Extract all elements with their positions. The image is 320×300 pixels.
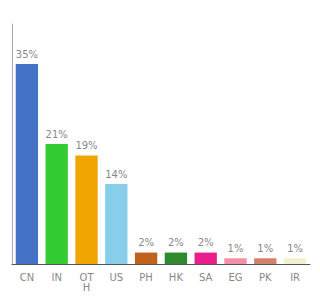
svg-text:PK: PK: [259, 272, 272, 283]
svg-text:EG: EG: [228, 272, 242, 283]
svg-text:SA: SA: [199, 272, 213, 283]
svg-text:1%: 1%: [228, 243, 244, 254]
svg-text:35%: 35%: [16, 49, 38, 60]
svg-text:2%: 2%: [138, 237, 154, 248]
svg-text:IR: IR: [290, 272, 300, 283]
svg-text:PH: PH: [139, 272, 153, 283]
svg-text:14%: 14%: [105, 169, 127, 180]
svg-text:1%: 1%: [257, 243, 273, 254]
svg-text:2%: 2%: [168, 237, 184, 248]
svg-text:21%: 21%: [46, 129, 68, 140]
svg-text:IN: IN: [51, 272, 61, 283]
svg-text:US: US: [109, 272, 123, 283]
svg-text:CN: CN: [20, 272, 34, 283]
svg-text:H: H: [83, 282, 91, 293]
svg-text:2%: 2%: [198, 237, 214, 248]
svg-text:OT: OT: [79, 271, 94, 283]
svg-text:HK: HK: [169, 272, 184, 283]
svg-text:19%: 19%: [75, 140, 97, 151]
svg-text:1%: 1%: [287, 243, 303, 254]
